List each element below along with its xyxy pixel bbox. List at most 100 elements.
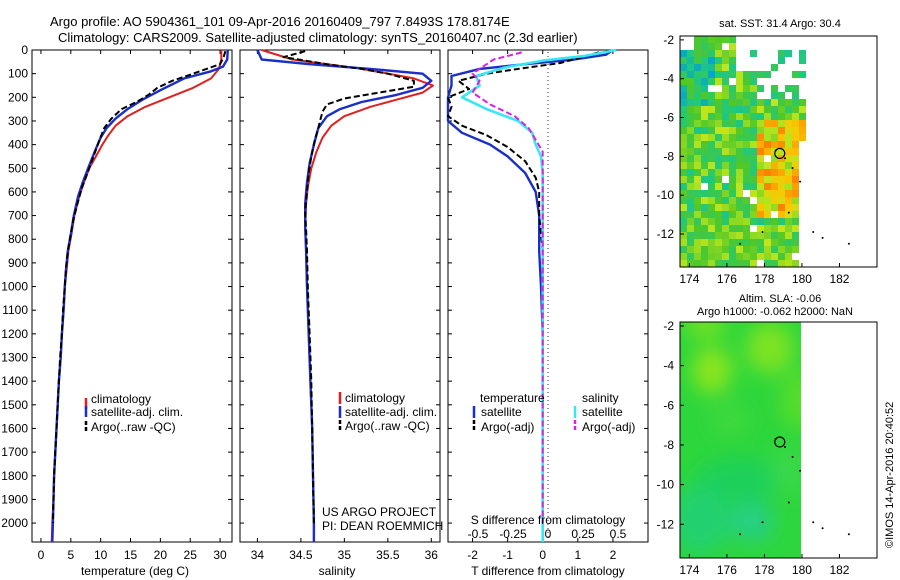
sst-cell	[722, 183, 729, 190]
sst-cell	[701, 162, 708, 169]
sst-cell	[743, 120, 750, 127]
island	[812, 521, 815, 524]
sst-cell	[694, 92, 701, 99]
legend-header-temperature: temperature	[480, 391, 545, 405]
island	[739, 533, 742, 536]
sst-cell	[757, 246, 764, 253]
sst-cell	[778, 190, 785, 197]
sst-cell	[750, 190, 757, 197]
y-tick-label: -10	[657, 478, 675, 492]
sst-cell	[778, 127, 785, 134]
sst-cell	[722, 50, 729, 57]
sst-cell	[743, 225, 750, 232]
sst-cell	[708, 50, 715, 57]
sst-cell	[764, 246, 771, 253]
sst-cell	[757, 176, 764, 183]
island	[739, 242, 742, 245]
y-tick-label: -12	[657, 227, 675, 241]
sst-cell	[708, 155, 715, 162]
sst-cell	[680, 218, 687, 225]
sst-cell	[708, 225, 715, 232]
sst-cell	[743, 253, 750, 260]
sst-cell	[701, 155, 708, 162]
sst-cell	[708, 71, 715, 78]
sst-cell	[715, 71, 722, 78]
sst-cell	[722, 225, 729, 232]
sst-cell	[722, 218, 729, 225]
sst-cell	[694, 71, 701, 78]
sst-cell	[722, 134, 729, 141]
y-tick-label: 500	[8, 161, 28, 175]
sst-cell	[722, 169, 729, 176]
sst-cell	[680, 190, 687, 197]
sst-cell	[701, 204, 708, 211]
sst-cell	[708, 211, 715, 218]
sst-cell	[680, 162, 687, 169]
map-frame	[679, 321, 878, 559]
top-axis-label: S difference from climatology	[471, 513, 626, 527]
sst-cell	[680, 169, 687, 176]
sst-cell	[792, 127, 799, 134]
sst-cell	[708, 127, 715, 134]
sst-cell	[778, 92, 785, 99]
sst-cell	[764, 162, 771, 169]
header-subtitle: Climatology: CARS2009. Satellite-adjuste…	[58, 30, 578, 45]
x-tick-label: 15	[124, 548, 138, 562]
sst-cell	[757, 239, 764, 246]
sst-cell	[701, 190, 708, 197]
sst-cell	[694, 211, 701, 218]
sst-cell	[694, 190, 701, 197]
sla-blob	[680, 486, 730, 554]
sst-cell	[785, 211, 792, 218]
sst-cell	[687, 141, 694, 148]
sst-cell	[757, 141, 764, 148]
sst-cell	[757, 85, 764, 92]
sst-cell	[736, 260, 743, 267]
y-tick-label: 1600	[1, 421, 28, 435]
sst-map: sat. SST: 31.4 Argo: 30.4 174 176 178 180 18…	[657, 18, 878, 286]
sst-cell	[750, 232, 757, 239]
sst-cell	[701, 148, 708, 155]
sst-cell	[715, 176, 722, 183]
sst-cell	[764, 218, 771, 225]
sst-cell	[694, 260, 701, 267]
sst-cell	[715, 99, 722, 106]
sst-cell	[701, 85, 708, 92]
sst-cell	[750, 176, 757, 183]
sst-cell	[694, 127, 701, 134]
sst-cell	[757, 225, 764, 232]
island	[784, 445, 787, 448]
y-tick-label: -8	[663, 438, 674, 452]
sst-cell	[715, 141, 722, 148]
sst-cell	[764, 99, 771, 106]
sst-cell	[785, 106, 792, 113]
y-tick-label: 700	[8, 209, 28, 223]
sst-cell	[736, 211, 743, 218]
x-tick-label: 178	[754, 272, 774, 286]
sst-cell	[694, 36, 701, 43]
sst-cell	[680, 239, 687, 246]
sst-cell	[750, 246, 757, 253]
sst-cell	[722, 64, 729, 71]
sst-cell	[687, 50, 694, 57]
legend-label: climatology	[345, 391, 405, 405]
sst-cell	[715, 36, 722, 43]
sst-cell	[757, 183, 764, 190]
sst-cell	[701, 169, 708, 176]
sst-cell	[785, 204, 792, 211]
sst-cell	[729, 204, 736, 211]
sst-cell	[743, 85, 750, 92]
sst-cell	[785, 85, 792, 92]
sst-cell	[778, 162, 785, 169]
sst-cell	[750, 99, 757, 106]
sst-cell	[736, 120, 743, 127]
sst-cell	[764, 120, 771, 127]
argo-float-marker	[774, 436, 786, 448]
sst-cell	[708, 260, 715, 267]
y-tick-label: 200	[8, 90, 28, 104]
sst-cell	[750, 71, 757, 78]
sst-cell	[687, 211, 694, 218]
sst-cell	[680, 183, 687, 190]
sst-cell	[715, 148, 722, 155]
sst-cell	[708, 190, 715, 197]
